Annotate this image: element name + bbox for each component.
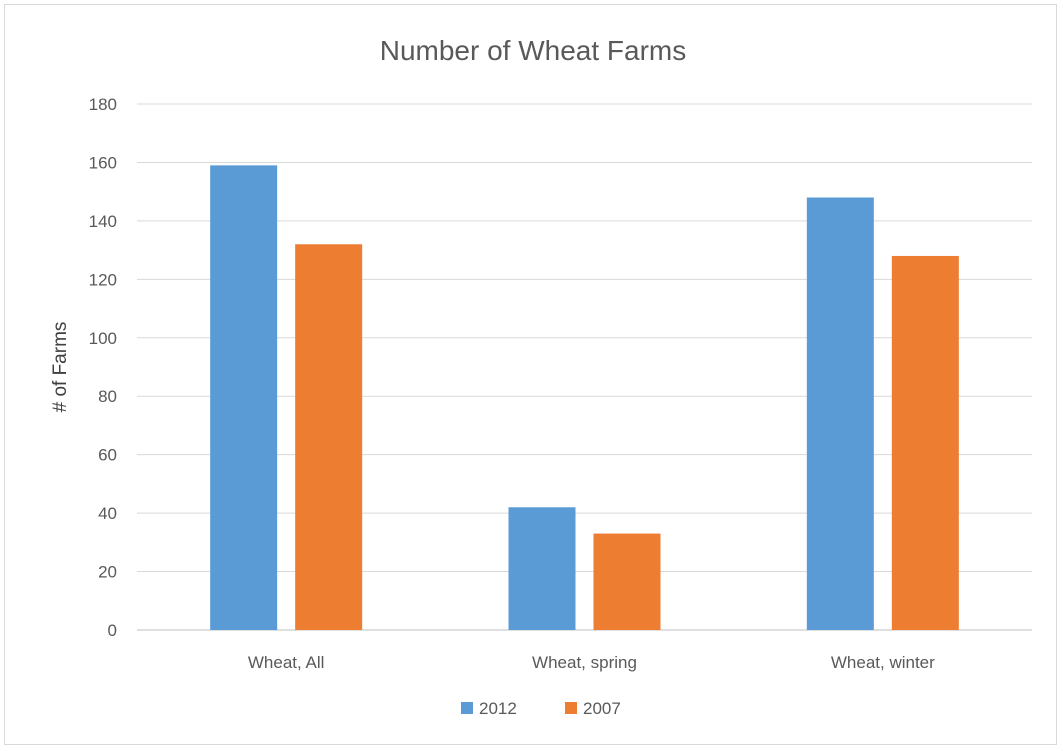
y-axis-ticks: 0 20 40 60 80 100 120 140 160 180	[89, 95, 117, 640]
y-tick-label: 60	[98, 446, 117, 465]
y-tick-label: 0	[108, 621, 117, 640]
legend-label-2012: 2012	[479, 699, 517, 718]
x-tick-label: Wheat, All	[248, 653, 325, 672]
legend-swatch-2007	[565, 702, 577, 714]
legend: 2012 2007	[461, 699, 621, 718]
y-tick-label: 20	[98, 563, 117, 582]
bar-2012-2	[806, 197, 874, 630]
y-axis-title: # of Farms	[50, 322, 71, 413]
y-tick-label: 40	[98, 504, 117, 523]
x-axis-labels: Wheat, All Wheat, spring Wheat, winter	[248, 653, 935, 672]
bar-2007-2	[891, 255, 959, 630]
gridlines	[137, 103, 1032, 631]
bar-2012-1	[508, 507, 576, 630]
bar-2007-0	[295, 244, 363, 630]
bar-2007-1	[593, 533, 661, 630]
y-tick-label: 140	[89, 212, 117, 231]
bar-2012-0	[210, 165, 278, 630]
legend-label-2007: 2007	[583, 699, 621, 718]
y-tick-label: 100	[89, 329, 117, 348]
x-tick-label: Wheat, winter	[831, 653, 935, 672]
chart-title: Number of Wheat Farms	[380, 35, 687, 66]
y-tick-label: 180	[89, 95, 117, 114]
y-tick-label: 80	[98, 387, 117, 406]
y-tick-label: 160	[89, 153, 117, 172]
y-tick-label: 120	[89, 270, 117, 289]
x-tick-label: Wheat, spring	[532, 653, 637, 672]
legend-swatch-2012	[461, 702, 473, 714]
bars	[210, 165, 959, 630]
